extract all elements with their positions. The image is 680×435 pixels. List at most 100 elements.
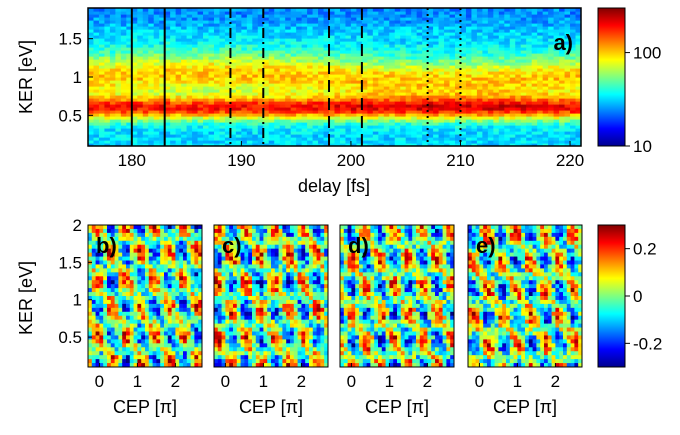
heat-cell — [110, 359, 116, 364]
heat-cell — [114, 292, 119, 297]
heat-cell — [126, 92, 133, 96]
heat-cell — [520, 122, 527, 126]
heat-cell — [156, 363, 161, 367]
heat-cell — [279, 71, 286, 75]
heat-cell — [164, 35, 171, 39]
heat-cell — [301, 23, 308, 27]
x-tick-label: 180 — [118, 151, 146, 170]
heat-cell — [444, 44, 451, 48]
heat-cell — [394, 17, 401, 21]
heat-cell — [186, 116, 193, 120]
heat-cell — [104, 86, 111, 90]
heat-cell — [137, 59, 144, 63]
heat-cell — [323, 119, 330, 123]
heat-cell — [367, 20, 374, 24]
heat-cell — [213, 104, 221, 108]
heat-cell — [164, 303, 169, 309]
heat-cell — [405, 26, 412, 30]
heat-cell — [107, 315, 112, 321]
heat-cell — [471, 26, 478, 30]
heat-cell — [570, 44, 577, 48]
heat-cell — [219, 98, 226, 102]
heat-cell — [460, 119, 467, 123]
heat-cell — [465, 44, 473, 48]
heat-cell — [515, 104, 522, 108]
heat-cell — [126, 8, 133, 12]
heat-cell — [186, 47, 193, 51]
heat-cell — [427, 137, 434, 141]
heat-cell — [471, 134, 478, 138]
heat-cell — [433, 41, 440, 45]
heat-cell — [171, 280, 176, 285]
heat-cell — [148, 363, 154, 367]
heat-cell — [460, 113, 467, 117]
heat-cell — [197, 17, 204, 21]
heat-cell — [164, 140, 171, 144]
heat-cell — [487, 101, 494, 105]
heat-cell — [542, 53, 549, 57]
heat-cell — [110, 292, 116, 297]
heat-cell — [104, 11, 111, 15]
heat-cell — [115, 95, 122, 99]
heat-cell — [504, 41, 511, 45]
heat-cell — [400, 119, 407, 123]
heat-cell — [542, 14, 549, 18]
heat-cell — [438, 65, 445, 69]
heat-cell — [137, 44, 144, 48]
heat-cell — [99, 351, 104, 356]
heat-cell — [427, 56, 434, 60]
heat-cell — [126, 95, 133, 99]
heat-cell — [257, 110, 264, 114]
heat-cell — [186, 128, 193, 132]
heat-cell — [181, 104, 188, 108]
heat-cell — [345, 23, 352, 27]
heat-cell — [356, 71, 363, 75]
heat-cell — [575, 20, 581, 24]
heat-cell — [455, 20, 462, 24]
heat-cell — [164, 339, 169, 344]
heat-cell — [131, 11, 138, 15]
heat-cell — [126, 26, 133, 30]
heat-cell — [460, 32, 467, 36]
heat-cell — [433, 143, 440, 146]
heat-cell — [192, 101, 199, 105]
heat-cell — [93, 125, 100, 129]
heat-cell — [252, 110, 259, 114]
heat-cell — [133, 351, 138, 356]
heat-cell — [449, 29, 456, 33]
heat-cell — [129, 260, 135, 266]
heat-cell — [122, 363, 127, 367]
heat-cell — [170, 119, 177, 123]
heat-cell — [88, 71, 95, 75]
heat-cell — [274, 83, 281, 87]
heat-cell — [559, 32, 566, 36]
heat-cell — [329, 80, 336, 84]
heat-cell — [175, 41, 182, 45]
heat-cell — [416, 14, 423, 18]
heat-cell — [367, 11, 374, 15]
heat-cell — [141, 288, 146, 293]
heat-cell — [192, 35, 199, 39]
heat-cell — [296, 92, 303, 96]
heat-cell — [471, 104, 478, 108]
heat-cell — [433, 56, 440, 60]
heat-cell — [553, 17, 560, 21]
heat-cell — [153, 29, 160, 33]
heat-cell — [167, 296, 173, 301]
heat-cell — [230, 98, 237, 102]
heat-cell — [246, 32, 253, 36]
heat-cell — [449, 98, 456, 102]
heat-cell — [257, 17, 264, 21]
heat-cell — [164, 343, 169, 348]
heat-cell — [230, 77, 237, 81]
heat-cell — [329, 74, 336, 78]
heat-cell — [465, 98, 473, 102]
heat-cell — [126, 292, 131, 297]
heat-cell — [159, 38, 166, 42]
heat-cell — [509, 83, 516, 87]
heat-cell — [88, 104, 95, 108]
heat-cell — [367, 80, 374, 84]
heat-cell — [114, 335, 119, 340]
heat-cell — [257, 23, 264, 27]
heat-cell — [131, 17, 138, 21]
